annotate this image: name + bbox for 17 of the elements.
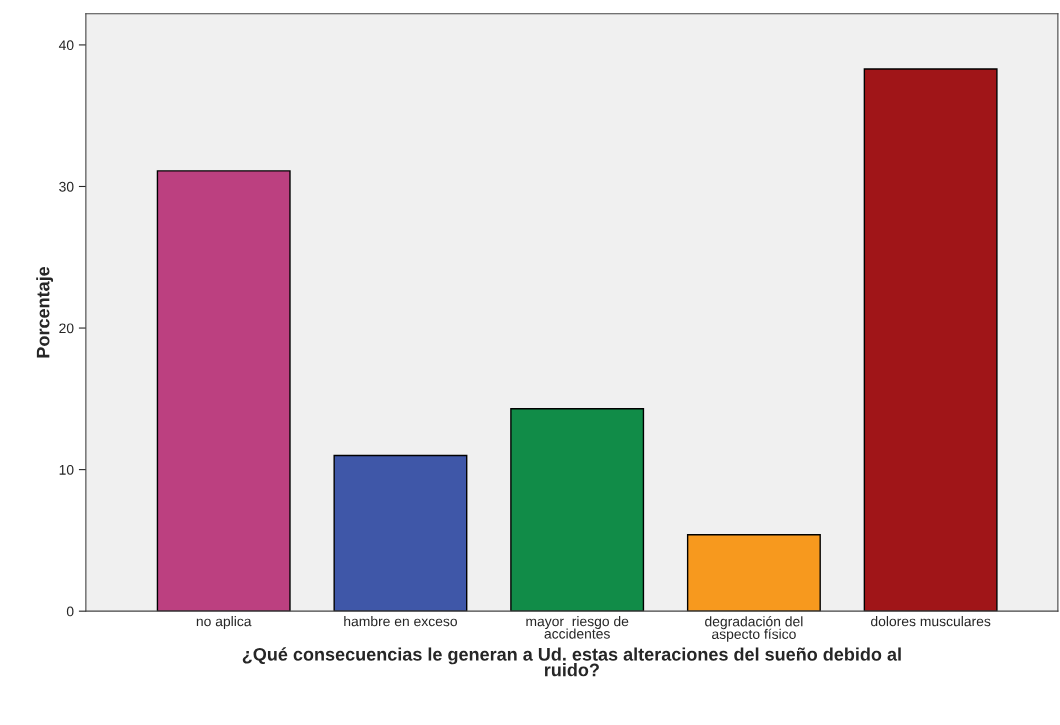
bar (686, 534, 821, 612)
bar (510, 408, 645, 612)
y-tick-label: 10 (59, 464, 74, 475)
x-tick-label: hambre en exceso (344, 616, 457, 627)
x-tick-label: no aplica (196, 616, 252, 629)
y-tick-label: 20 (59, 323, 74, 334)
x-tick-label: degradación del aspecto físico (705, 616, 803, 642)
x-tick-label: mayor riesgo de accidentes (526, 616, 629, 639)
y-tick-label: 30 (59, 181, 74, 192)
y-tick-label: 0 (66, 606, 74, 617)
y-tick-label: 40 (58, 40, 74, 51)
bar (333, 454, 468, 612)
y-axis-title: Porcentaje (36, 266, 54, 358)
x-axis-title: ¿Qué consecuencias le generan a Ud. estas alteraciones del sueño debido al ruido? (242, 647, 901, 677)
bar (863, 68, 998, 612)
x-tick-label: dolores musculares (871, 616, 991, 627)
bar (156, 170, 291, 612)
